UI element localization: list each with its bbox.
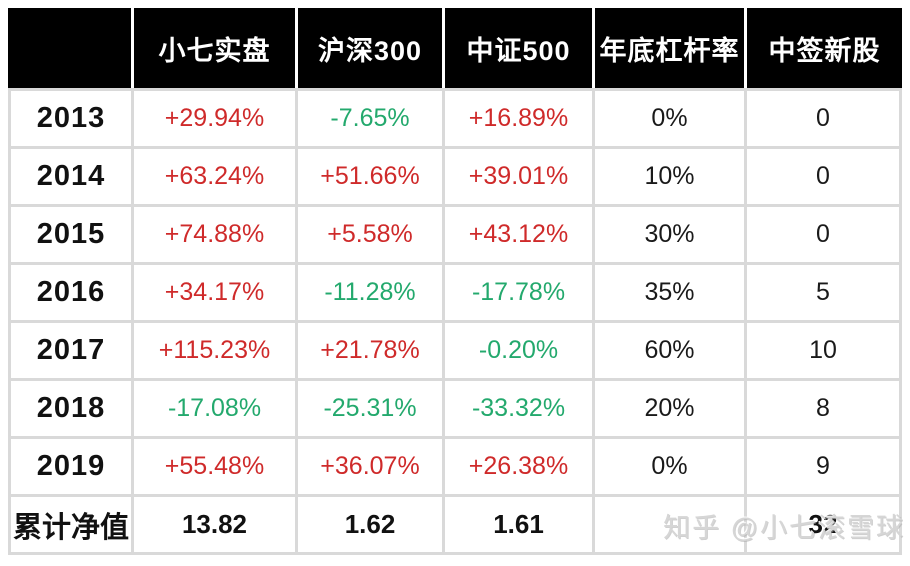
xiaoqi-shipan-value: +55.48% bbox=[134, 439, 295, 494]
xiaoqi-shipan-value: -17.08% bbox=[134, 381, 295, 436]
table-row: 2015 +74.88% +5.58% +43.12% 30% 0 bbox=[11, 207, 899, 262]
year-label: 2015 bbox=[11, 207, 131, 262]
xiaoqi-shipan-value: +34.17% bbox=[134, 265, 295, 320]
hs300-value: -11.28% bbox=[298, 265, 442, 320]
footer-xiaoqi-shipan-value: 13.82 bbox=[134, 497, 295, 552]
header-cell-zz500: 中证500 bbox=[445, 8, 592, 88]
year-end-leverage-value: 0% bbox=[595, 91, 744, 146]
table-footer-row: 累计净值 13.82 1.62 1.61 32 bbox=[11, 497, 899, 552]
xiaoqi-shipan-value: +115.23% bbox=[134, 323, 295, 378]
table-row: 2016 +34.17% -11.28% -17.78% 35% 5 bbox=[11, 265, 899, 320]
footer-leverage-value bbox=[595, 497, 744, 552]
table-row: 2017 +115.23% +21.78% -0.20% 60% 10 bbox=[11, 323, 899, 378]
table-row: 2018 -17.08% -25.31% -33.32% 20% 8 bbox=[11, 381, 899, 436]
header-cell-hs300: 沪深300 bbox=[298, 8, 442, 88]
zz500-value: +43.12% bbox=[445, 207, 592, 262]
zz500-value: -33.32% bbox=[445, 381, 592, 436]
year-end-leverage-value: 0% bbox=[595, 439, 744, 494]
footer-hs300-value: 1.62 bbox=[298, 497, 442, 552]
xiaoqi-shipan-value: +29.94% bbox=[134, 91, 295, 146]
year-end-leverage-value: 35% bbox=[595, 265, 744, 320]
table-body: 2013 +29.94% -7.65% +16.89% 0% 0 2014 +63.24% +5… bbox=[8, 88, 902, 555]
year-label: 2018 bbox=[11, 381, 131, 436]
hs300-value: +5.58% bbox=[298, 207, 442, 262]
year-label: 2019 bbox=[11, 439, 131, 494]
xiaoqi-shipan-value: +74.88% bbox=[134, 207, 295, 262]
table-row: 2019 +55.48% +36.07% +26.38% 0% 9 bbox=[11, 439, 899, 494]
hs300-value: -25.31% bbox=[298, 381, 442, 436]
performance-table: 小七实盘 沪深300 中证500 年底杠杆率 中签新股 2013 +29.94% -… bbox=[8, 8, 902, 555]
table-header-row: 小七实盘 沪深300 中证500 年底杠杆率 中签新股 bbox=[8, 8, 902, 88]
hs300-value: +51.66% bbox=[298, 149, 442, 204]
table-row: 2013 +29.94% -7.65% +16.89% 0% 0 bbox=[11, 91, 899, 146]
header-cell-year-end-leverage: 年底杠杆率 bbox=[595, 8, 744, 88]
footer-ipo-wins-value: 32 bbox=[747, 497, 899, 552]
year-end-leverage-value: 60% bbox=[595, 323, 744, 378]
header-cell-ipo-wins: 中签新股 bbox=[747, 8, 902, 88]
year-label: 2013 bbox=[11, 91, 131, 146]
ipo-wins-value: 8 bbox=[747, 381, 899, 436]
year-end-leverage-value: 20% bbox=[595, 381, 744, 436]
zz500-value: +26.38% bbox=[445, 439, 592, 494]
header-cell-xiaoqi-shipan: 小七实盘 bbox=[134, 8, 295, 88]
ipo-wins-value: 5 bbox=[747, 265, 899, 320]
zz500-value: -0.20% bbox=[445, 323, 592, 378]
year-label: 2017 bbox=[11, 323, 131, 378]
header-cell-year bbox=[8, 8, 131, 88]
xiaoqi-shipan-value: +63.24% bbox=[134, 149, 295, 204]
year-end-leverage-value: 30% bbox=[595, 207, 744, 262]
year-label: 2014 bbox=[11, 149, 131, 204]
ipo-wins-value: 0 bbox=[747, 207, 899, 262]
zz500-value: +39.01% bbox=[445, 149, 592, 204]
table-row: 2014 +63.24% +51.66% +39.01% 10% 0 bbox=[11, 149, 899, 204]
ipo-wins-value: 0 bbox=[747, 149, 899, 204]
ipo-wins-value: 9 bbox=[747, 439, 899, 494]
zz500-value: -17.78% bbox=[445, 265, 592, 320]
hs300-value: +21.78% bbox=[298, 323, 442, 378]
footer-zz500-value: 1.61 bbox=[445, 497, 592, 552]
footer-label-cumulative-net-value: 累计净值 bbox=[11, 497, 131, 552]
ipo-wins-value: 0 bbox=[747, 91, 899, 146]
hs300-value: -7.65% bbox=[298, 91, 442, 146]
year-end-leverage-value: 10% bbox=[595, 149, 744, 204]
zz500-value: +16.89% bbox=[445, 91, 592, 146]
ipo-wins-value: 10 bbox=[747, 323, 899, 378]
hs300-value: +36.07% bbox=[298, 439, 442, 494]
year-label: 2016 bbox=[11, 265, 131, 320]
